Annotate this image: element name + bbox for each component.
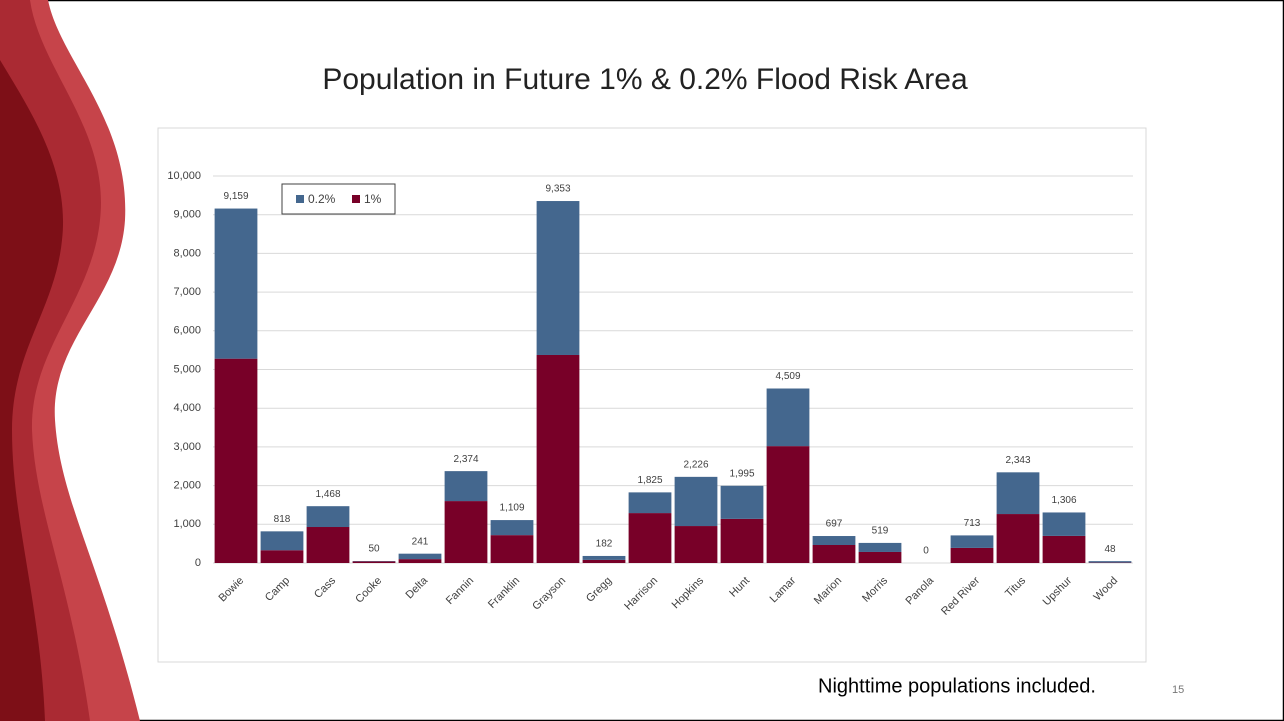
bar-segment xyxy=(720,518,764,563)
y-tick-label: 0 xyxy=(195,557,201,569)
bar-segment xyxy=(490,535,534,563)
bar-segment xyxy=(628,513,672,563)
total-label: 1,468 xyxy=(315,489,340,500)
total-label: 9,353 xyxy=(545,184,570,195)
y-tick-label: 9,000 xyxy=(173,209,201,221)
y-tick-label: 3,000 xyxy=(173,441,201,453)
bar-segment xyxy=(996,514,1040,563)
bar-segment xyxy=(260,531,304,551)
total-label: 713 xyxy=(964,518,981,529)
total-label: 50 xyxy=(368,544,380,555)
slide-title: Population in Future 1% & 0.2% Flood Ris… xyxy=(322,63,968,96)
footnote: Nighttime populations included. xyxy=(818,675,1096,697)
bar-segment xyxy=(490,520,534,536)
y-tick-label: 4,000 xyxy=(173,402,201,414)
bar-segment xyxy=(812,545,856,563)
bar-segment xyxy=(1042,535,1086,563)
bar-segment xyxy=(766,388,810,447)
bar-segment xyxy=(214,208,258,359)
bar-segment xyxy=(950,547,994,563)
total-label: 2,226 xyxy=(683,459,708,470)
chart-area xyxy=(157,127,1147,663)
bar-segment xyxy=(444,471,488,502)
total-label: 2,374 xyxy=(453,454,478,465)
total-label: 519 xyxy=(872,526,889,537)
y-tick-label: 6,000 xyxy=(173,325,201,337)
legend-swatch xyxy=(296,195,304,203)
bar-segment xyxy=(536,354,580,563)
total-label: 1,995 xyxy=(729,468,754,479)
total-label: 241 xyxy=(412,536,429,547)
bar-segment xyxy=(214,358,258,563)
legend: 0.2% 1% xyxy=(281,183,396,215)
bar-segment xyxy=(352,561,396,563)
y-tick-label: 2,000 xyxy=(173,480,201,492)
bar-segment xyxy=(674,526,718,563)
total-label: 1,109 xyxy=(499,503,524,514)
bar-segment xyxy=(536,201,580,355)
total-label: 697 xyxy=(826,519,843,530)
bar-segment xyxy=(628,492,672,514)
total-label: 182 xyxy=(596,539,613,550)
bar-segment xyxy=(1088,561,1132,563)
legend-swatch xyxy=(352,195,360,203)
y-tick-label: 5,000 xyxy=(173,363,201,375)
bar-segment xyxy=(1042,512,1086,536)
bar-segment xyxy=(306,527,350,563)
total-label: 9,159 xyxy=(223,191,248,202)
bar-segment xyxy=(582,559,626,563)
page-number: 15 xyxy=(1172,684,1184,696)
bar-segment xyxy=(858,551,902,563)
bar-segment xyxy=(996,472,1040,515)
bar-segment xyxy=(720,485,764,519)
legend-label: 0.2% xyxy=(308,192,336,206)
total-label: 48 xyxy=(1104,544,1116,555)
bar-segment xyxy=(582,555,626,560)
total-label: 1,825 xyxy=(637,475,662,486)
bar-segment xyxy=(950,535,994,548)
bar-segment xyxy=(398,559,442,563)
y-tick-label: 8,000 xyxy=(173,247,201,259)
bar-segment xyxy=(812,536,856,546)
total-label: 818 xyxy=(274,514,291,525)
total-label: 4,509 xyxy=(775,371,800,382)
total-label: 0 xyxy=(923,546,929,557)
total-label: 2,343 xyxy=(1005,455,1030,466)
wave-inner xyxy=(0,60,64,721)
legend-label: 1% xyxy=(364,192,382,206)
bar-segment xyxy=(444,501,488,563)
total-label: 1,306 xyxy=(1051,495,1076,506)
y-tick-label: 7,000 xyxy=(173,286,201,298)
y-tick-label: 1,000 xyxy=(173,518,201,530)
bar-segment xyxy=(260,550,304,563)
bar-segment xyxy=(306,506,350,528)
y-tick-label: 10,000 xyxy=(167,170,201,182)
bar-segment xyxy=(858,542,902,552)
bar-segment xyxy=(766,446,810,563)
bar-segment xyxy=(398,553,442,560)
bar-segment xyxy=(674,476,718,527)
